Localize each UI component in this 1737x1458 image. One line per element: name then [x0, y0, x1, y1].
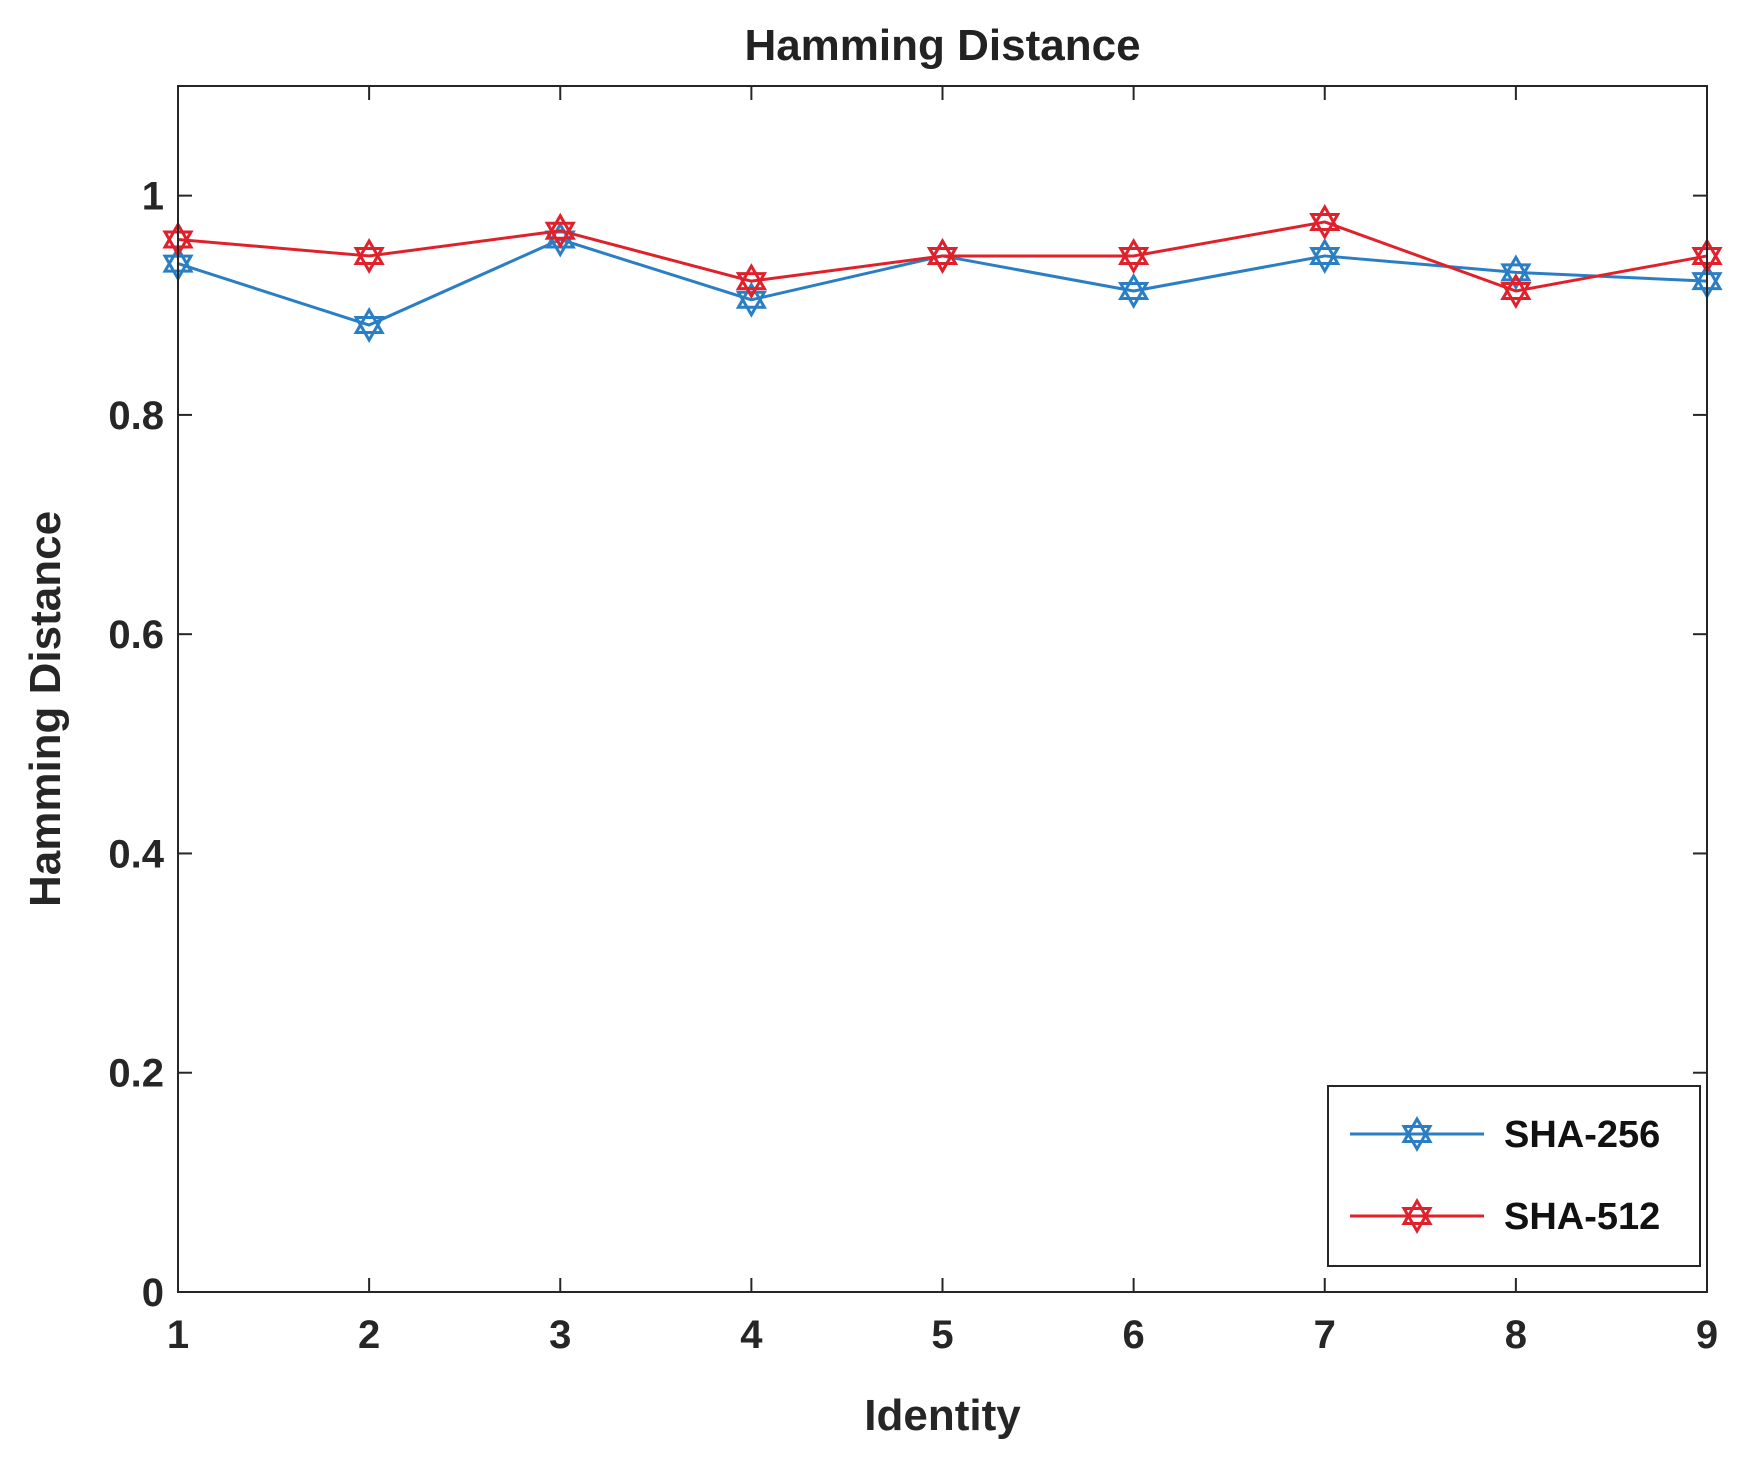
- legend: SHA-256 SHA-512: [1327, 1085, 1701, 1267]
- x-tick-label: 9: [1696, 1313, 1718, 1357]
- data-point: [544, 212, 576, 249]
- data-point: [1118, 237, 1150, 274]
- legend-entry: SHA-256: [1350, 1114, 1660, 1156]
- y-tick-label: 0.2: [108, 1052, 164, 1096]
- legend-entry: SHA-512: [1350, 1196, 1660, 1238]
- data-point: [353, 237, 385, 274]
- x-tick-label: 7: [1314, 1313, 1336, 1357]
- data-point: [735, 263, 767, 300]
- x-tick-label: 2: [358, 1313, 380, 1357]
- x-tick-label: 3: [549, 1313, 571, 1357]
- y-tick-label: 1: [142, 175, 164, 219]
- series-line: [177, 220, 1708, 293]
- data-point: [1500, 254, 1532, 291]
- y-tick-label: 0.4: [108, 832, 164, 876]
- chart-title: Hamming Distance: [744, 21, 1140, 70]
- legend-marker: [1401, 1115, 1433, 1153]
- data-point: [1500, 273, 1532, 310]
- x-tick-label: 4: [740, 1313, 763, 1357]
- legend-label: SHA-512: [1504, 1196, 1660, 1238]
- x-tick-label: 5: [931, 1313, 953, 1357]
- x-tick-label: 1: [167, 1313, 189, 1357]
- x-tick-label: 8: [1505, 1313, 1527, 1357]
- data-series: [162, 203, 1723, 344]
- data-point: [1309, 237, 1341, 274]
- data-point: [353, 307, 385, 344]
- legend-marker: [1401, 1197, 1433, 1235]
- data-point: [1309, 203, 1341, 240]
- x-tick-label: 6: [1123, 1313, 1145, 1357]
- data-point: [926, 237, 959, 274]
- x-axis-label: Identity: [864, 1391, 1021, 1440]
- legend-label: SHA-256: [1504, 1114, 1660, 1156]
- y-tick-label: 0: [142, 1271, 164, 1315]
- plot-frame: [177, 85, 1708, 1293]
- y-tick-label: 0.6: [108, 613, 164, 657]
- legend-box: [1327, 1085, 1701, 1267]
- data-point: [735, 281, 767, 318]
- legend-items: SHA-256 SHA-512: [1350, 1114, 1660, 1238]
- axis-ticks: 1 2 3 4 5 6 7 8 9 0 0.2 0.4 0.6 0.8 1: [108, 86, 1718, 1357]
- y-axis-label: Hamming Distance: [21, 511, 70, 907]
- data-point: [1118, 273, 1150, 310]
- y-tick-label: 0.8: [108, 394, 164, 438]
